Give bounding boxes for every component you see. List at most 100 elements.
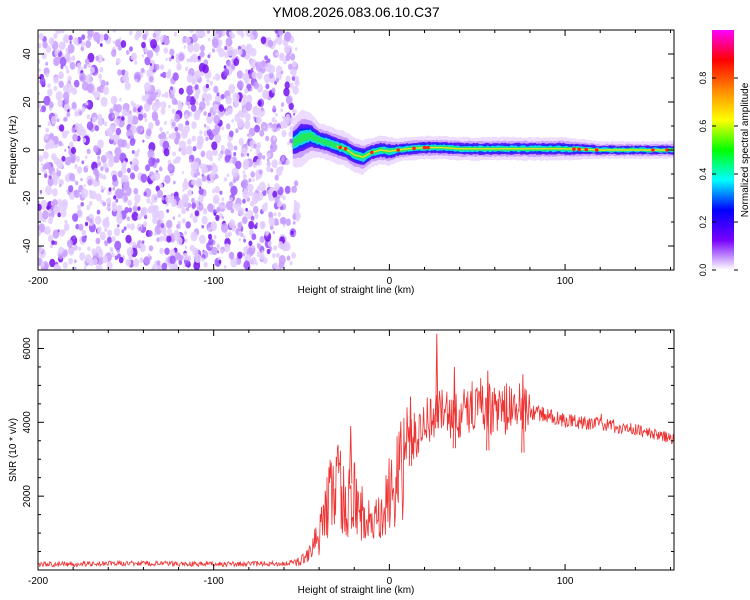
noise-speckle (75, 155, 80, 163)
noise-speckle (259, 220, 266, 230)
noise-speckle (42, 163, 48, 171)
peak-marker (370, 150, 374, 155)
noise-speckle (212, 76, 215, 80)
noise-speckle (66, 130, 70, 134)
noise-speckle (266, 158, 270, 162)
noise-speckle (96, 255, 104, 266)
noise-speckle (206, 113, 214, 124)
noise-speckle (243, 246, 247, 252)
snr-spike (435, 333, 439, 429)
noise-speckle (282, 244, 287, 252)
noise-speckle (107, 229, 113, 237)
noise-speckle (172, 72, 179, 81)
noise-speckle (216, 92, 220, 97)
noise-speckle (131, 52, 137, 61)
noise-speckle (276, 52, 279, 56)
noise-speckle (95, 264, 101, 270)
noise-speckle (164, 247, 170, 255)
noise-speckle (158, 182, 163, 189)
noise-speckle (191, 86, 195, 91)
noise-speckle (45, 61, 49, 66)
noise-speckle (201, 215, 208, 225)
noise-speckle (83, 64, 88, 69)
noise-speckle (127, 113, 134, 122)
noise-speckle (47, 88, 53, 97)
noise-speckle (55, 91, 63, 101)
noise-speckle (277, 30, 285, 36)
peak-marker (422, 145, 427, 150)
noise-speckle (182, 188, 185, 192)
noise-speckle (102, 162, 108, 170)
noise-speckle (172, 121, 176, 127)
noise-speckle (198, 161, 201, 165)
noise-speckle (252, 178, 255, 182)
noise-speckle (270, 168, 274, 173)
noise-speckle (289, 82, 294, 89)
noise-speckle (53, 56, 60, 67)
noise-speckle (151, 193, 158, 203)
noise-speckle (247, 183, 254, 192)
x-tick-label: 0 (387, 576, 393, 587)
noise-speckle (227, 61, 231, 67)
noise-speckle (156, 264, 163, 270)
noise-speckle (66, 189, 69, 193)
noise-speckle (106, 261, 113, 270)
noise-speckle (174, 137, 179, 145)
noise-speckle (281, 102, 285, 107)
noise-speckle (158, 166, 163, 172)
noise-speckle (215, 214, 220, 221)
noise-speckle (203, 123, 207, 128)
noise-speckle (264, 202, 268, 207)
x-tick-label: -200 (28, 576, 48, 587)
spectrogram-x-axis-label: Height of straight line (km) (298, 285, 415, 296)
noise-speckle (214, 186, 220, 194)
noise-speckle (155, 52, 159, 56)
noise-speckle (209, 156, 214, 162)
noise-speckle (254, 213, 259, 220)
noise-speckle (282, 195, 286, 201)
noise-speckle (293, 112, 296, 116)
noise-speckle (250, 148, 253, 152)
noise-speckle (279, 165, 284, 171)
noise-speckle (276, 65, 283, 74)
noise-speckle (109, 134, 115, 141)
noise-speckle (269, 224, 274, 230)
noise-speckle (96, 97, 99, 101)
noise-speckle (195, 115, 198, 119)
noise-speckle (39, 190, 43, 194)
noise-speckle (262, 155, 266, 160)
noise-speckle (166, 235, 172, 243)
noise-speckle (212, 194, 220, 205)
noise-speckle (93, 145, 99, 153)
noise-speckle (149, 63, 152, 66)
noise-speckle (139, 105, 143, 111)
colorbar-tick-label: 0.2 (698, 216, 708, 229)
noise-speckle (115, 190, 123, 199)
noise-speckle (72, 213, 79, 222)
noise-speckle (194, 210, 200, 217)
noise-speckle (92, 180, 98, 187)
noise-speckle (208, 238, 214, 246)
snr-ticks: -200 -100 0 100 2000 4000 6000 (22, 329, 674, 587)
noise-speckle (113, 141, 116, 146)
noise-speckle (144, 56, 151, 66)
noise-speckle (227, 244, 230, 248)
noise-speckle (126, 143, 130, 149)
noise-speckle (224, 51, 229, 59)
noise-speckle (69, 61, 76, 70)
y-tick-label: -20 (22, 190, 33, 205)
noise-speckle (192, 146, 197, 152)
noise-speckle (112, 187, 115, 191)
noise-speckle (89, 192, 94, 199)
noise-speckle (222, 204, 226, 210)
noise-speckle (207, 203, 214, 212)
noise-speckle (132, 241, 136, 247)
noise-speckle (74, 163, 78, 168)
noise-speckle (290, 53, 296, 61)
peak-marker (594, 148, 599, 152)
noise-speckle (262, 89, 269, 100)
noise-speckle (293, 180, 299, 187)
noise-speckle (67, 75, 72, 82)
noise-speckle (103, 33, 109, 41)
noise-speckle (84, 221, 89, 227)
